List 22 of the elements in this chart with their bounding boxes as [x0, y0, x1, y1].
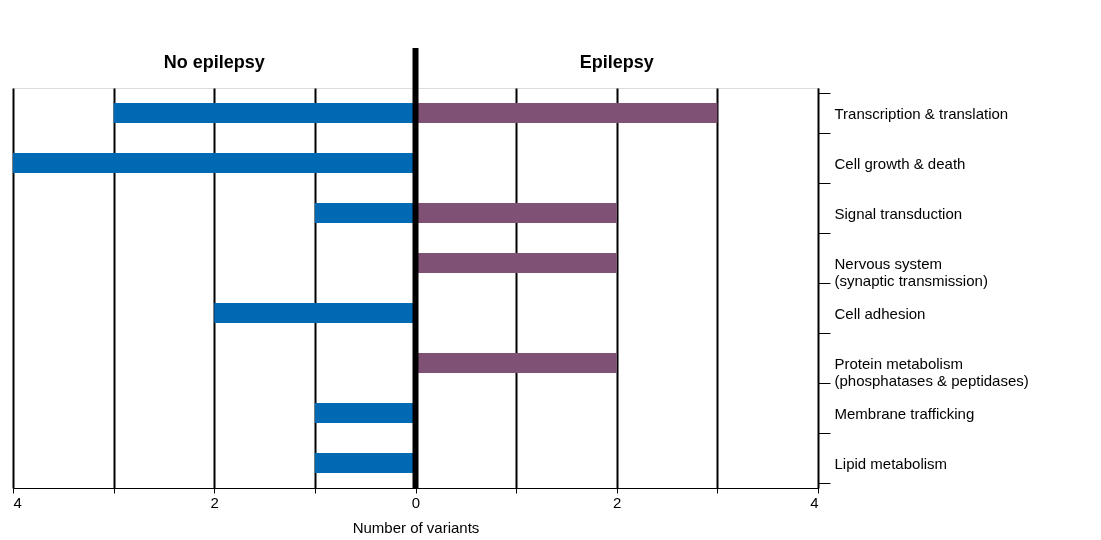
y-tick-label: Transcription & translation	[834, 104, 1009, 122]
x-tick-label: 2	[613, 493, 622, 511]
series-label: Epilepsy	[579, 52, 654, 72]
x-axis-title: Number of variants	[352, 518, 480, 536]
bar	[214, 303, 416, 323]
y-tick-label: Cell growth & death	[834, 154, 966, 172]
bar	[314, 403, 416, 423]
bar	[314, 203, 416, 223]
x-tick-label: 4	[810, 493, 819, 511]
x-tick-label: 4	[13, 493, 22, 511]
x-tick-label: 0	[411, 493, 421, 511]
y-tick-label: Nervous system (synaptic transmission)	[834, 254, 988, 289]
y-tick-label: Cell adhesion	[834, 304, 926, 322]
bar	[13, 153, 416, 173]
x-tick-label: 2	[210, 493, 219, 511]
y-tick-label: Protein metabolism (phosphatases & peptidases)	[834, 354, 1029, 389]
y-tick-label: Lipid metabolism	[834, 454, 948, 472]
bar	[314, 453, 416, 473]
y-tick-label: Signal transduction	[834, 204, 963, 222]
bar	[113, 103, 416, 123]
series-label: No epilepsy	[163, 52, 265, 72]
y-tick-label: Membrane trafficking	[834, 404, 975, 422]
